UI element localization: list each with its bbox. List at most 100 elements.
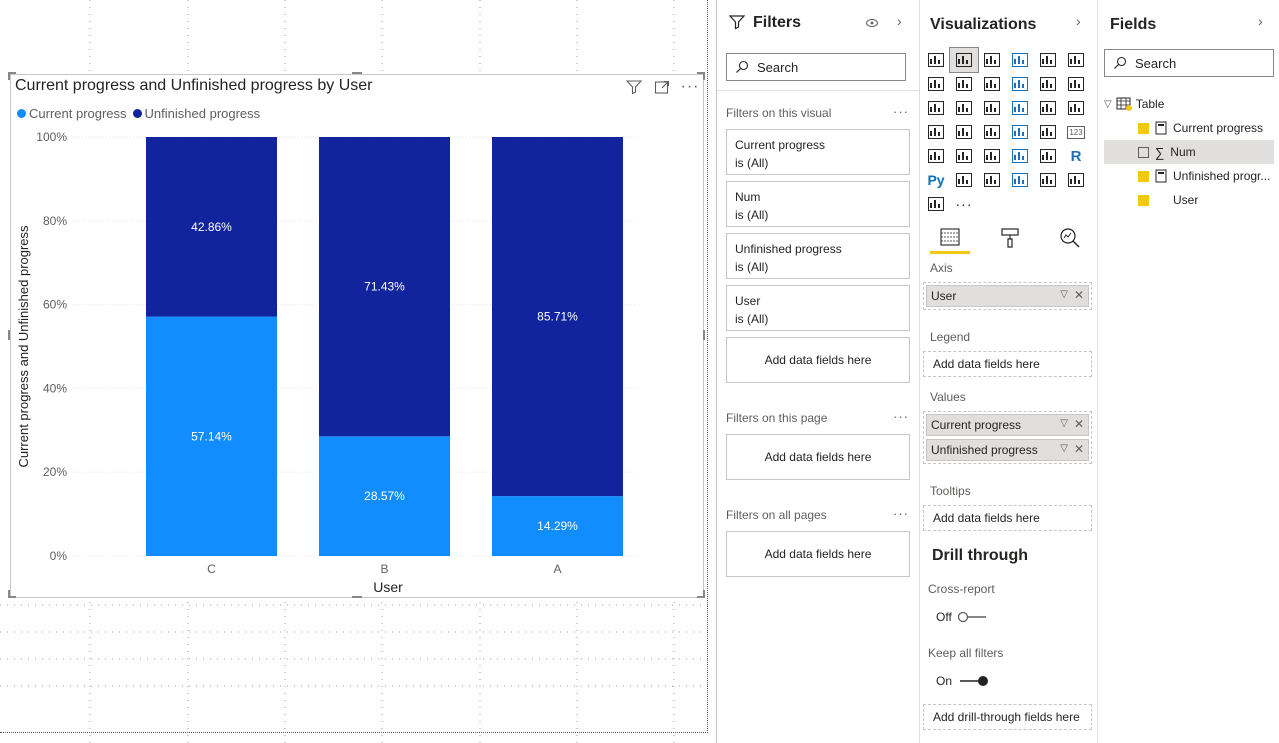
bar-c-series-1[interactable] — [146, 137, 277, 317]
line-column-icon[interactable] — [1006, 72, 1034, 96]
values-well[interactable]: Current progress ▽ ✕ Unfinished progress… — [923, 411, 1092, 464]
bar-a-series-1[interactable] — [492, 137, 623, 497]
field-num[interactable]: ∑ Num — [1104, 140, 1274, 164]
resize-handle-tl[interactable] — [8, 72, 16, 74]
chevron-down-icon[interactable]: ▽ — [1060, 289, 1068, 300]
slicer-icon[interactable] — [978, 144, 1006, 168]
resize-handle-top[interactable] — [352, 72, 362, 74]
power-apps-icon[interactable] — [922, 192, 950, 216]
ribbon-chart-icon[interactable] — [1062, 72, 1090, 96]
chevron-down-icon[interactable]: ▽ — [1060, 418, 1068, 429]
bar-c-series-0[interactable] — [146, 316, 277, 556]
clustered-column-icon[interactable] — [1006, 48, 1034, 72]
resize-handle-br[interactable] — [697, 596, 705, 598]
key-influencers-icon[interactable] — [950, 168, 978, 192]
collapse-filters-icon[interactable]: › — [897, 13, 902, 29]
field-current-progress[interactable]: Current progress — [1104, 116, 1274, 140]
donut-chart-icon[interactable] — [1034, 96, 1062, 120]
resize-handle-tr[interactable] — [697, 72, 705, 74]
checkbox-checked[interactable] — [1138, 194, 1149, 206]
field-unfinished-progress[interactable]: Unfinished progr... — [1104, 164, 1274, 188]
field-user[interactable]: User — [1104, 188, 1274, 212]
area-chart-icon[interactable] — [950, 72, 978, 96]
more-visuals-icon[interactable]: ··· — [950, 192, 978, 216]
collapse-visualizations-icon[interactable]: › — [1076, 13, 1081, 29]
paginated-report-icon[interactable] — [1062, 168, 1090, 192]
drill-through-drop-zone[interactable]: Add drill-through fields here — [923, 704, 1092, 730]
filters-visual-drop-zone[interactable]: Add data fields here — [726, 337, 910, 383]
focus-mode-icon[interactable] — [653, 79, 671, 95]
line-chart-icon[interactable] — [922, 72, 950, 96]
stacked-bar-icon[interactable] — [922, 48, 950, 72]
chevron-down-icon[interactable]: ▽ — [1060, 443, 1068, 454]
checkbox-unchecked[interactable] — [1138, 146, 1149, 158]
checkbox-checked[interactable] — [1138, 170, 1149, 182]
collapse-fields-icon[interactable]: › — [1258, 13, 1263, 29]
100-stacked-bar-icon[interactable] — [1034, 48, 1062, 72]
treemap-icon[interactable] — [1062, 96, 1090, 120]
line-clustered-column-icon[interactable] — [1034, 72, 1062, 96]
gauge-icon[interactable] — [1034, 120, 1062, 144]
values-field-pill-unfinished[interactable]: Unfinished progress ▽ ✕ — [926, 439, 1089, 461]
resize-handle-bl[interactable] — [8, 596, 16, 598]
filter-card-user[interactable]: User is (All) — [726, 285, 910, 331]
shape-map-icon[interactable] — [978, 120, 1006, 144]
legend-well-drop-zone[interactable]: Add data fields here — [923, 351, 1092, 377]
filters-page-drop-zone[interactable]: Add data fields here — [726, 434, 910, 480]
scatter-icon[interactable] — [978, 96, 1006, 120]
matrix-icon[interactable] — [1034, 144, 1062, 168]
filter-card-num[interactable]: Num is (All) — [726, 181, 910, 227]
fields-search-input[interactable]: Search — [1104, 49, 1274, 77]
axis-well[interactable]: User ▽ ✕ — [923, 282, 1092, 310]
chevron-down-icon[interactable]: ▽ — [1104, 98, 1112, 110]
filters-search-input[interactable]: Search — [726, 53, 906, 81]
legend-item-current-progress[interactable]: Current progress — [17, 106, 127, 121]
values-field-pill-current[interactable]: Current progress ▽ ✕ — [926, 414, 1089, 436]
kpi-icon[interactable] — [950, 144, 978, 168]
cross-report-toggle[interactable]: Off — [936, 610, 988, 624]
filters-all-pages-more-icon[interactable]: ··· — [893, 506, 909, 521]
more-options-icon[interactable]: ··· — [680, 78, 700, 95]
qa-icon[interactable] — [1006, 168, 1034, 192]
table-node[interactable]: ▽ Table — [1104, 92, 1274, 116]
table-icon[interactable] — [1006, 144, 1034, 168]
decomposition-tree-icon[interactable] — [978, 168, 1006, 192]
filters-on-visual-more-icon[interactable]: ··· — [893, 104, 909, 119]
resize-handle-bottom[interactable] — [352, 596, 362, 598]
stacked-column-icon[interactable] — [949, 47, 979, 73]
report-canvas[interactable]: Current progress and Unfinished progress… — [0, 0, 716, 743]
filter-card-current-progress[interactable]: Current progress is (All) — [726, 129, 910, 175]
multirow-card-icon[interactable] — [922, 144, 950, 168]
tab-format[interactable] — [990, 222, 1030, 254]
legend-item-unfinished-progress[interactable]: Unfinished progress — [132, 106, 260, 121]
filters-all-pages-drop-zone[interactable]: Add data fields here — [726, 531, 910, 577]
eye-icon[interactable] — [865, 17, 879, 29]
r-visual-icon[interactable]: R — [1062, 144, 1090, 168]
bar-b-series-0[interactable] — [319, 436, 450, 556]
remove-field-icon[interactable]: ✕ — [1073, 417, 1084, 431]
filter-icon[interactable] — [625, 79, 643, 95]
filled-map-icon[interactable] — [950, 120, 978, 144]
remove-field-icon[interactable]: ✕ — [1073, 442, 1084, 456]
tab-analytics[interactable] — [1050, 222, 1090, 254]
azure-map-icon[interactable] — [1006, 120, 1034, 144]
smart-narrative-icon[interactable] — [1034, 168, 1062, 192]
100-stacked-column-icon[interactable] — [1062, 48, 1090, 72]
stacked-area-icon[interactable] — [978, 72, 1006, 96]
tooltips-well-drop-zone[interactable]: Add data fields here — [923, 505, 1092, 531]
bar-b-series-1[interactable] — [319, 137, 450, 437]
tab-fields[interactable] — [930, 222, 970, 254]
map-icon[interactable] — [922, 120, 950, 144]
checkbox-checked[interactable] — [1138, 122, 1149, 134]
card-icon[interactable]: 123 — [1062, 120, 1090, 144]
remove-field-icon[interactable]: ✕ — [1073, 288, 1084, 302]
stacked-column-visual[interactable]: Current progress and Unfinished progress… — [10, 74, 704, 598]
resize-handle-right[interactable] — [703, 330, 705, 340]
filters-on-page-more-icon[interactable]: ··· — [893, 409, 909, 424]
python-visual-icon[interactable]: Py — [922, 168, 950, 192]
waterfall-icon[interactable] — [922, 96, 950, 120]
funnel-icon[interactable] — [950, 96, 978, 120]
keep-filters-toggle[interactable]: On — [936, 674, 989, 688]
filter-card-unfinished-progress[interactable]: Unfinished progress is (All) — [726, 233, 910, 279]
bar-a-series-0[interactable] — [492, 496, 623, 556]
